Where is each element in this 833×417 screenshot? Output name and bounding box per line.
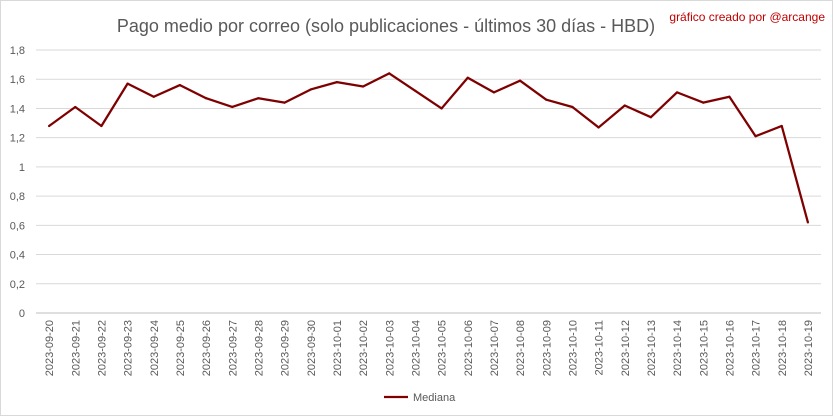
data-point	[440, 107, 443, 110]
data-point	[74, 105, 77, 109]
data-point	[806, 221, 810, 224]
data-point	[623, 104, 626, 107]
y-tick-label: 0,2	[10, 279, 25, 291]
data-point	[204, 97, 208, 100]
x-axis-ticks: 2023-09-20 2023-09-21 2023-09-22 2023-09-23…	[44, 320, 815, 376]
gridlines	[36, 49, 821, 314]
data-point	[649, 116, 653, 119]
x-tick-label: 2023-10-08	[515, 320, 527, 376]
data-point	[231, 105, 234, 109]
x-tick-label: 2023-10-13	[646, 320, 658, 376]
series-lines	[47, 72, 810, 224]
chart-credit: gráfico creado por @arcange	[669, 10, 825, 24]
x-tick-label: 2023-10-16	[724, 320, 736, 376]
x-tick-label: 2023-09-21	[70, 320, 82, 376]
x-tick-label: 2023-10-17	[751, 320, 763, 376]
x-tick-label: 2023-10-09	[541, 320, 553, 376]
x-tick-label: 2023-09-22	[96, 320, 108, 376]
y-axis-ticks: 0 0,2 0,4 0,6 0,8 1 1,2 1,4 1,6 1,8	[10, 45, 25, 320]
data-point	[466, 76, 469, 79]
x-tick-label: 2023-10-02	[358, 320, 370, 376]
y-tick-label: 1,8	[10, 45, 25, 57]
data-point	[702, 101, 705, 104]
x-tick-label: 2023-09-30	[306, 320, 318, 376]
x-tick-label: 2023-10-11	[594, 320, 606, 375]
data-point	[309, 88, 312, 91]
data-point	[597, 126, 600, 129]
data-point	[47, 124, 51, 128]
data-point	[571, 105, 574, 109]
x-tick-label: 2023-10-07	[489, 320, 501, 376]
x-tick-label: 2023-09-20	[44, 320, 56, 376]
x-tick-label: 2023-10-12	[620, 320, 632, 376]
data-point	[728, 95, 731, 98]
data-point	[414, 89, 417, 93]
y-tick-label: 0,4	[10, 250, 25, 262]
y-tick-label: 0	[19, 308, 25, 320]
x-tick-label: 2023-10-05	[437, 320, 449, 376]
data-point	[257, 97, 260, 100]
x-tick-label: 2023-10-04	[410, 320, 422, 376]
x-tick-label: 2023-10-14	[672, 320, 684, 376]
x-tick-label: 2023-09-29	[280, 320, 292, 376]
y-tick-label: 0,6	[10, 220, 25, 232]
x-tick-label: 2023-09-25	[175, 320, 187, 376]
y-tick-label: 1,4	[10, 103, 25, 115]
x-tick-label: 2023-10-18	[777, 320, 789, 376]
data-point	[126, 82, 129, 85]
legend-label-mediana: Mediana	[413, 392, 456, 404]
x-tick-label: 2023-09-27	[227, 320, 239, 376]
x-tick-label: 2023-09-26	[201, 320, 213, 376]
x-tick-label: 2023-10-19	[803, 320, 815, 376]
x-tick-label: 2023-09-23	[123, 320, 135, 376]
data-point	[780, 124, 783, 128]
x-tick-label: 2023-10-15	[698, 320, 710, 376]
x-tick-label: 2023-10-03	[384, 320, 396, 376]
y-tick-label: 1	[19, 162, 25, 174]
data-point	[335, 81, 339, 84]
data-point	[518, 79, 522, 82]
chart-title: Pago medio por correo (solo publicacione…	[117, 16, 655, 36]
y-tick-label: 1,6	[10, 74, 25, 86]
x-tick-label: 2023-10-01	[332, 320, 344, 376]
data-point	[283, 101, 286, 104]
x-tick-label: 2023-09-24	[149, 320, 161, 376]
legend: Mediana	[384, 392, 456, 404]
x-tick-label: 2023-09-28	[253, 320, 265, 376]
data-point	[388, 72, 391, 75]
data-point	[100, 124, 103, 128]
data-point	[152, 95, 155, 98]
series-line-mediana	[48, 72, 810, 223]
data-point	[545, 98, 548, 101]
x-tick-label: 2023-10-10	[567, 320, 579, 376]
data-point	[675, 91, 679, 94]
data-point	[754, 135, 757, 138]
x-tick-label: 2023-10-06	[463, 320, 475, 376]
y-tick-label: 1,2	[10, 133, 25, 145]
data-point	[492, 91, 496, 94]
data-point	[361, 85, 365, 88]
y-tick-label: 0,8	[10, 191, 25, 203]
data-point	[178, 83, 182, 87]
